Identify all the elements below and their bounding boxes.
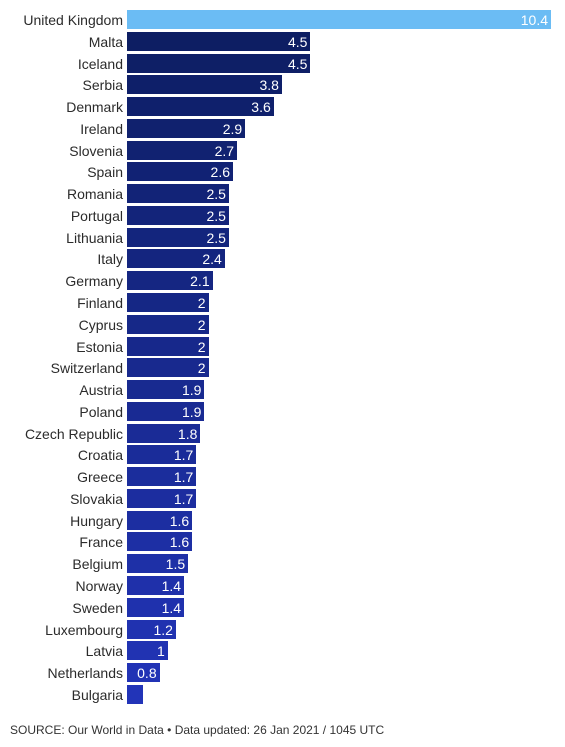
value-label-belgium: 1.5 (165, 556, 186, 573)
value-label-lithuania: 2.5 (206, 229, 226, 246)
value-label-malta: 4.5 (287, 33, 308, 50)
category-label-ireland: Ireland (80, 120, 123, 137)
bar-croatia (127, 445, 197, 465)
category-label-czech-republic: Czech Republic (24, 425, 123, 442)
bar-france (127, 532, 193, 552)
value-label-latvia: 1 (156, 643, 165, 660)
category-label-malta: Malta (88, 33, 123, 50)
value-label-romania: 2.5 (206, 186, 226, 203)
value-label-iceland: 4.5 (287, 55, 308, 72)
value-label-hungary: 1.6 (169, 512, 190, 529)
value-label-ireland: 2.9 (222, 120, 243, 137)
category-label-greece: Greece (77, 469, 123, 486)
bar-luxembourg (127, 619, 176, 639)
bar-portugal (127, 205, 229, 225)
category-label-romania: Romania (66, 186, 123, 203)
bar-czech-republic (127, 423, 201, 443)
category-label-sweden: Sweden (72, 599, 123, 616)
bar-serbia (127, 75, 282, 95)
category-label-latvia: Latvia (85, 643, 123, 660)
category-label-poland: Poland (79, 403, 123, 420)
value-label-spain: 2.6 (210, 164, 230, 181)
bar-united-kingdom (127, 10, 551, 29)
category-label-hungary: Hungary (70, 512, 123, 529)
bar-estonia (127, 336, 209, 356)
value-label-united-kingdom: 10.4 (520, 12, 548, 28)
bar-poland (127, 401, 205, 421)
category-label-croatia: Croatia (77, 447, 123, 464)
category-label-belgium: Belgium (72, 556, 123, 573)
value-label-estonia: 2 (197, 338, 206, 355)
bar-belgium (127, 554, 189, 574)
category-label-germany: Germany (65, 273, 123, 290)
bar-ireland (127, 118, 246, 138)
value-label-poland: 1.9 (181, 403, 202, 420)
value-label-germany: 2.1 (190, 273, 210, 290)
bar-germany (127, 271, 213, 291)
value-label-portugal: 2.5 (206, 207, 226, 224)
value-label-cyprus: 2 (197, 316, 206, 333)
category-label-netherlands: Netherlands (47, 665, 124, 682)
value-label-netherlands: 0.8 (137, 665, 157, 682)
bar-hungary (127, 510, 193, 530)
category-label-italy: Italy (97, 251, 123, 268)
category-label-luxembourg: Luxembourg (45, 621, 123, 638)
category-label-finland: Finland (77, 295, 123, 311)
category-label-austria: Austria (79, 382, 123, 399)
value-label-denmark: 3.6 (251, 99, 271, 116)
bar-lithuania (127, 227, 229, 247)
category-label-slovenia: Slovenia (69, 142, 123, 159)
value-label-finland: 2 (197, 295, 206, 311)
value-label-sweden: 1.4 (161, 599, 182, 616)
bar-slovakia (127, 488, 197, 508)
bar-italy (127, 249, 225, 269)
value-label-luxembourg: 1.2 (153, 621, 173, 638)
value-label-italy: 2.4 (202, 251, 222, 268)
value-label-austria: 1.9 (181, 382, 202, 399)
bar-iceland (127, 53, 311, 73)
category-label-united-kingdom: United Kingdom (23, 12, 123, 28)
category-label-serbia: Serbia (82, 77, 123, 94)
bar-bulgaria (127, 684, 144, 704)
category-label-france: France (79, 534, 123, 551)
bar-romania (127, 184, 229, 204)
value-label-norway: 1.4 (161, 578, 182, 595)
bar-chart: United Kingdom 10.4 Malta 4.5 Iceland 4.5 Serb… (23, 10, 551, 704)
bar-spain (127, 162, 233, 182)
bar-austria (127, 380, 205, 400)
source-footer: SOURCE: Our World in Data • Data updated… (10, 723, 385, 737)
value-label-switzerland: 2 (197, 360, 206, 377)
category-label-norway: Norway (75, 578, 123, 595)
bar-cyprus (127, 314, 209, 334)
bar-sweden (127, 597, 185, 617)
bar-latvia (127, 641, 168, 661)
category-label-spain: Spain (87, 164, 123, 181)
value-label-slovakia: 1.7 (173, 490, 194, 507)
value-label-croatia: 1.7 (173, 447, 194, 464)
value-label-greece: 1.7 (173, 469, 194, 486)
bar-norway (127, 576, 185, 596)
bar-slovenia (127, 140, 238, 160)
category-label-slovakia: Slovakia (70, 490, 123, 507)
bar-finland (127, 293, 209, 312)
value-label-serbia: 3.8 (259, 77, 279, 94)
value-label-czech-republic: 1.8 (177, 425, 198, 442)
category-label-denmark: Denmark (66, 99, 123, 116)
category-label-iceland: Iceland (77, 55, 123, 72)
category-label-cyprus: Cyprus (78, 316, 123, 333)
value-label-slovenia: 2.7 (214, 142, 235, 159)
bar-greece (127, 467, 197, 487)
category-label-portugal: Portugal (70, 207, 123, 224)
category-label-switzerland: Switzerland (50, 360, 123, 377)
bar-denmark (127, 97, 274, 117)
category-label-estonia: Estonia (76, 338, 123, 355)
value-label-france: 1.6 (169, 534, 190, 551)
bar-switzerland (127, 358, 209, 378)
category-label-lithuania: Lithuania (66, 229, 123, 246)
category-label-bulgaria: Bulgaria (71, 686, 123, 703)
bar-malta (127, 31, 311, 51)
bar-netherlands (127, 663, 160, 683)
